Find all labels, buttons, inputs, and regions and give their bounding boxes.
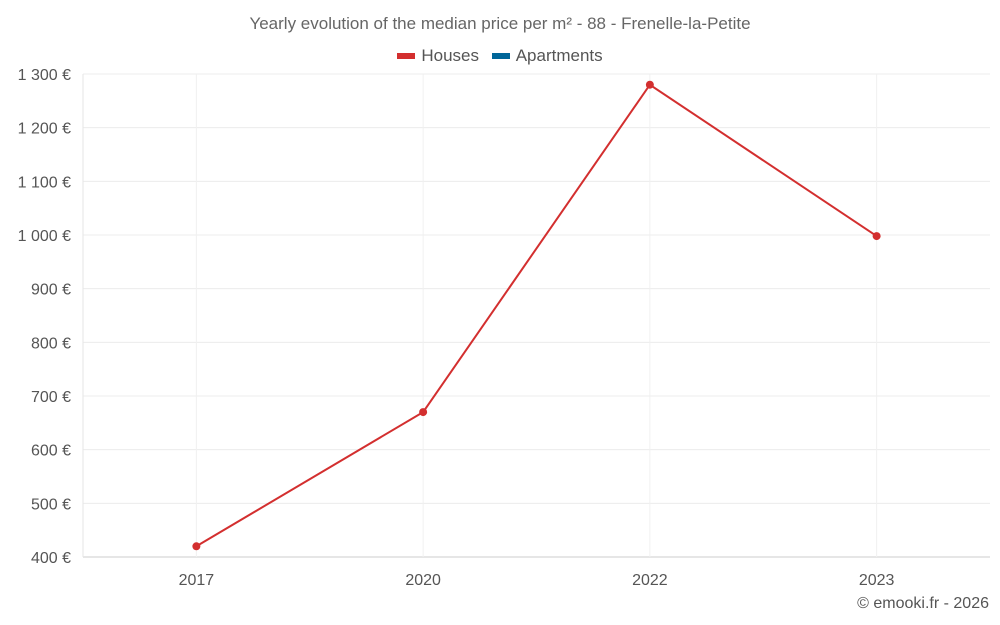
x-tick-label: 2020 xyxy=(405,572,441,589)
y-tick-label: 1 000 € xyxy=(18,228,71,245)
chart-title: Yearly evolution of the median price per… xyxy=(249,14,751,33)
data-point-houses xyxy=(872,232,881,241)
legend: Houses Apartments xyxy=(0,44,1000,66)
y-tick-label: 500 € xyxy=(31,496,71,513)
data-point-houses xyxy=(419,408,428,417)
legend-label-houses: Houses xyxy=(421,46,479,65)
series-line-houses xyxy=(195,83,878,548)
x-tick-label: 2023 xyxy=(859,572,895,589)
legend-item-houses[interactable]: Houses xyxy=(397,46,479,66)
y-tick-label: 1 100 € xyxy=(18,174,71,191)
y-tick-label: 1 300 € xyxy=(18,67,71,84)
x-tick-label: 2022 xyxy=(632,572,668,589)
legend-item-apartments[interactable]: Apartments xyxy=(491,46,603,66)
legend-swatch-houses xyxy=(397,53,416,59)
y-tick-label: 600 € xyxy=(31,443,71,460)
y-tick-label: 900 € xyxy=(31,282,71,299)
legend-swatch-apartments xyxy=(491,53,510,59)
credit-text: © emooki.fr - 2026 xyxy=(857,595,989,612)
x-tick-label: 2017 xyxy=(179,572,215,589)
y-tick-label: 1 200 € xyxy=(18,121,71,138)
data-point-houses xyxy=(645,80,654,89)
y-tick-label: 800 € xyxy=(31,335,71,352)
y-tick-label: 400 € xyxy=(31,550,71,567)
legend-label-apartments: Apartments xyxy=(515,46,603,65)
y-tick-label: 700 € xyxy=(31,389,71,406)
data-point-houses xyxy=(192,542,201,551)
